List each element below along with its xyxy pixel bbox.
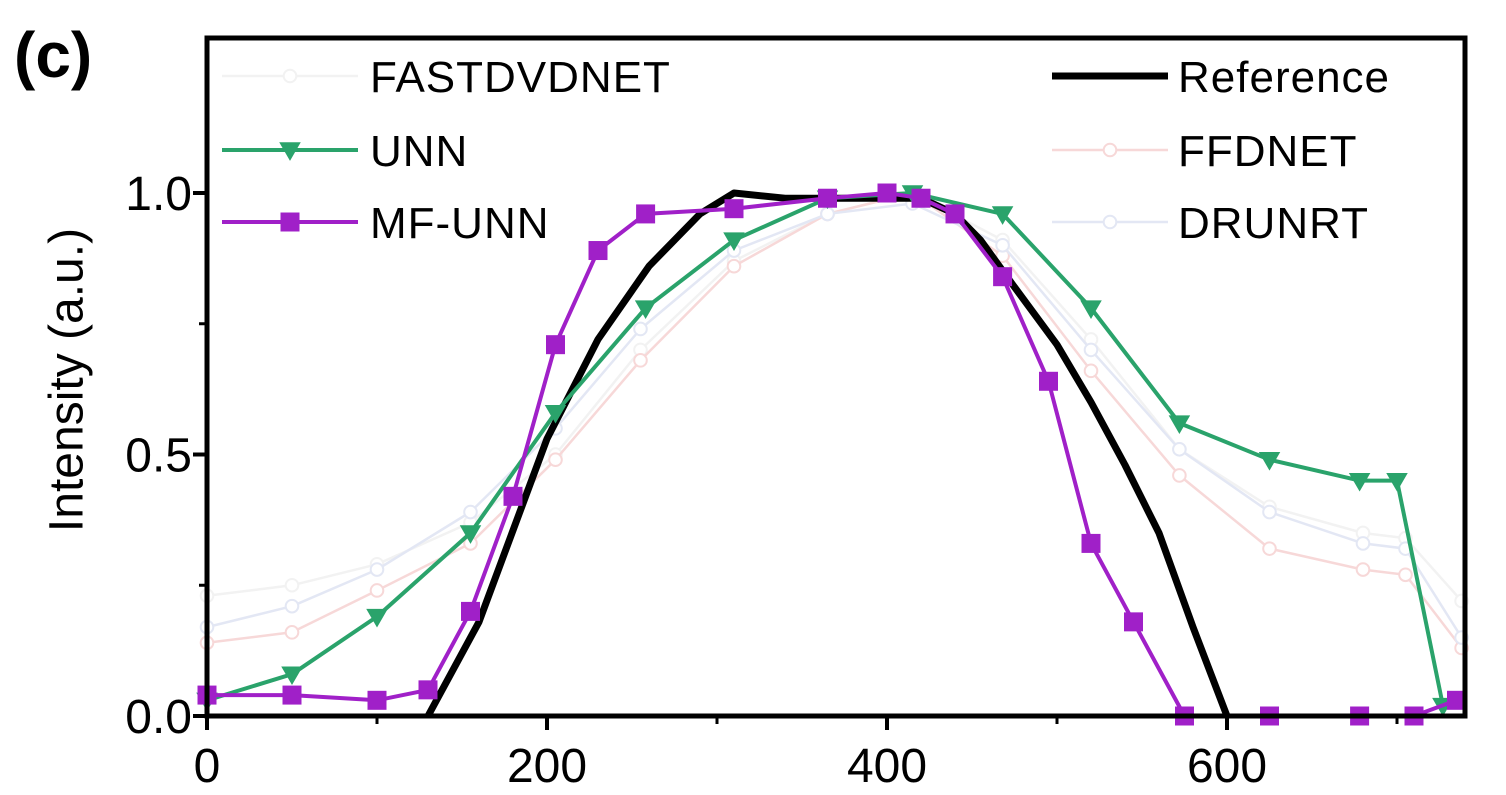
data-point-drunrt [284,598,300,614]
data-point-mf-unn [588,241,608,261]
legend-label-drunrt: DRUNRT [1178,199,1369,248]
legend-entry-unn: UNN [222,127,468,176]
data-point-mf-unn [367,690,387,710]
series-reference [424,189,1231,718]
data-point-mf-unn [1081,533,1101,553]
data-point-drunrt [1172,441,1187,457]
data-point-ffdnet [633,353,648,368]
data-point-drunrt [463,504,478,520]
data-point-mf-unn [818,188,837,208]
data-point-unn [1348,472,1371,492]
legend-label-ffdnet: FFDNET [1178,127,1358,176]
legend-swatch-marker [279,142,301,161]
data-point-unn [723,232,745,251]
series-fastdvdnet [199,185,1469,609]
series-line-fastdvdnet [206,191,1463,602]
panel-label: (c) [14,19,93,91]
legend-entry-drunrt: DRUNRT [1052,199,1369,248]
data-point-ffdnet [1172,468,1187,483]
series-line-reference [424,189,1231,718]
data-point-ffdnet [284,625,300,640]
series-ffdnet [199,185,1469,656]
data-point-drunrt [1262,504,1277,520]
series-unn [196,185,1454,717]
data-point-mf-unn [945,204,965,224]
legend-entry-mf-unn: MF-UNN [222,199,550,248]
data-point-drunrt [369,562,385,577]
data-point-fastdvdnet [284,577,300,593]
legend-swatch-marker [1102,214,1118,230]
series-layer [196,183,1469,726]
series-mf-unn [197,183,1466,726]
y-tick-label: 1.0 [125,168,192,221]
data-point-unn [366,608,388,628]
data-point-ffdnet [369,583,385,598]
data-point-mf-unn [503,486,523,506]
y-tick-label: 0.5 [125,430,192,483]
data-point-unn [634,300,657,319]
data-point-mf-unn [911,188,931,208]
data-point-mf-unn [877,183,897,203]
data-point-unn [281,666,303,686]
data-point-mf-unn [1039,371,1058,391]
data-point-mf-unn [461,601,480,621]
data-point-ffdnet [726,258,742,274]
data-point-unn [544,404,567,424]
legend-entry-reference: Reference [1052,53,1390,102]
legend-label-mf-unn: MF-UNN [370,199,550,248]
series-line-ffdnet [206,191,1463,649]
legend-swatch-marker [1102,142,1118,158]
data-point-unn [991,206,1014,225]
x-tick-label: 400 [847,740,927,793]
plot-frame [204,35,1468,719]
x-tick-label: 0 [194,740,221,793]
data-point-mf-unn [418,680,438,700]
legend-label-reference: Reference [1178,53,1390,102]
legend-entry-fastdvdnet: FASTDVDNET [222,53,671,102]
data-point-ffdnet [1355,562,1371,577]
x-tick-label: 200 [507,740,587,793]
legend-layer: FASTDVDNET UNN MF-UNN Reference FFDNET DRUNRT [222,53,1390,248]
axes-layer: 0 200 400 600 0.0 0.5 1.0 [125,168,1399,793]
data-point-unn [459,525,482,544]
legend-entry-ffdnet: FFDNET [1052,127,1358,176]
data-point-drunrt [633,321,648,337]
y-axis-label: Intensity (a.u.) [41,228,94,532]
data-point-ffdnet [1398,567,1413,583]
data-point-mf-unn [636,204,656,224]
series-drunrt [199,196,1469,645]
data-point-unn [1168,415,1191,435]
data-point-mf-unn [282,685,302,705]
data-point-unn [1258,452,1281,471]
data-point-mf-unn [1124,612,1143,632]
data-point-ffdnet [1083,363,1099,379]
data-point-unn [1386,472,1408,492]
x-tick-label: 600 [1187,740,1267,793]
data-point-mf-unn [724,199,744,219]
legend-label-unn: UNN [370,127,468,176]
data-point-drunrt [1083,342,1099,358]
legend-swatch-marker [282,68,298,84]
y-tick-label: 0.0 [125,691,192,744]
legend-label-fastdvdnet: FASTDVDNET [370,53,671,102]
series-line-drunrt [206,202,1463,639]
data-point-mf-unn [546,335,565,355]
data-point-drunrt [820,206,835,222]
data-point-ffdnet [1262,541,1277,556]
data-point-ffdnet [548,452,563,468]
data-point-drunrt [995,238,1010,253]
data-point-mf-unn [993,267,1013,287]
legend-swatch-marker [280,212,300,232]
data-point-unn [1080,300,1102,319]
series-line-unn [206,191,1445,706]
data-point-drunrt [1355,536,1371,551]
